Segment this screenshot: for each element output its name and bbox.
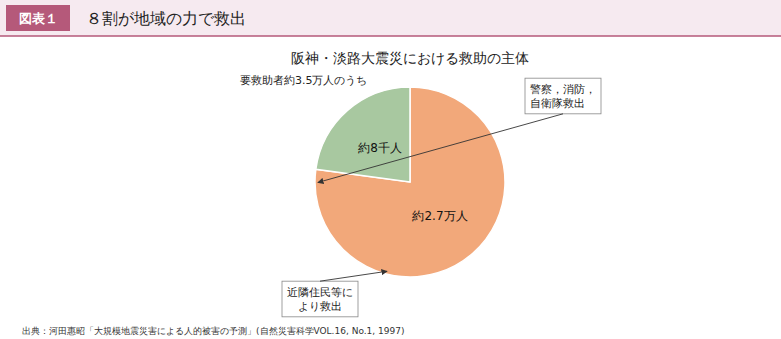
pie [315,87,505,277]
annotation-arrow [320,271,387,281]
background [0,0,781,339]
text-line: 警察，消防， [530,83,596,95]
data-label: 約8千人 [358,141,402,155]
annotation-box-text: 近隣住民等により救出 [287,286,353,312]
header-band [0,0,781,36]
annotation-arrow [318,114,563,183]
pie-slice [315,87,505,277]
header-label-box [6,5,70,31]
footer: 出典：河田惠昭「大規模地震災害による人的被害の予測」(自然災害科学VOL.16,… [22,326,404,336]
annotation-box [282,281,358,317]
text-line: より救出 [298,300,342,312]
annotation-box-text: 警察，消防， 自衛隊救出 [530,83,596,109]
pie-slice [316,87,410,182]
annotation: 要救助者約3.5万人のうち [240,74,368,87]
header-title: ８割が地域の力で救出 [86,9,246,28]
chart: 図表１ ８割が地域の力で救出阪神・淡路大震災における救助の主体約2.7万人 約8千人… [0,0,781,339]
header-rule [0,35,781,37]
data-label: 約2.7万人 [412,209,467,223]
annotation-box [525,78,601,114]
text-line: 近隣住民等に [287,286,353,298]
chart-title: 阪神・淡路大震災における救助の主体 [291,50,529,66]
header-label: 図表１ [19,11,58,26]
text-line: 自衛隊救出 [530,97,585,109]
